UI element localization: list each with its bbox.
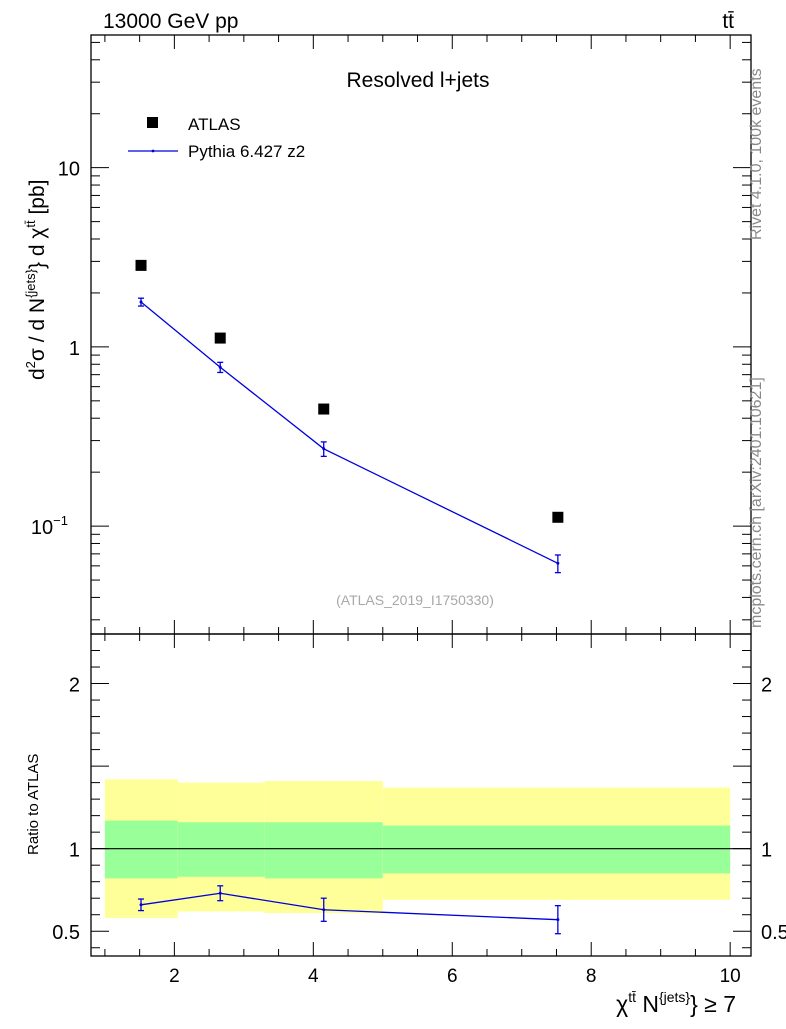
legend-pythia-label: Pythia 6.427 z2: [188, 142, 305, 161]
x-tick-label: 4: [308, 966, 319, 987]
x-tick-label: 2: [169, 966, 180, 987]
pythia-data-point: [556, 561, 560, 565]
pythia-data-point: [139, 300, 143, 304]
x-tick-label: 10: [720, 966, 741, 987]
y-tick-label-main: 1: [69, 338, 80, 360]
pythia-data-point: [218, 365, 222, 369]
atlas-data-point: [135, 259, 147, 271]
y-tick-label-ratio-left: 2: [69, 675, 80, 697]
ratio-inner-band-2: [264, 822, 383, 879]
y-tick-label-ratio-right: 2: [761, 675, 772, 697]
x-tick-label: 6: [447, 966, 458, 987]
legend-atlas-label: ATLAS: [188, 115, 241, 134]
analysis-watermark: (ATLAS_2019_I1750330): [336, 592, 494, 608]
legend-pythia-marker: [151, 149, 155, 153]
process-label: tt̄: [722, 10, 734, 33]
atlas-data-point: [552, 511, 564, 523]
y-tick-label-ratio-left: 1: [69, 840, 80, 862]
y-tick-label-main: 10−1: [31, 513, 68, 539]
ratio-inner-band-0: [104, 820, 178, 879]
ratio-uncertainty-bands: [104, 779, 731, 919]
y-tick-label-main: 10: [58, 159, 80, 181]
ratio-plot-frame: [90, 633, 752, 957]
pythia-line: [140, 301, 559, 564]
legend: ATLAS Pythia 6.427 z2: [128, 115, 305, 161]
plot-title: Resolved l+jets: [347, 69, 490, 92]
ratio-y-axis-title: Ratio to ATLAS: [25, 754, 42, 855]
atlas-data-point: [318, 403, 330, 415]
legend-atlas-marker: [147, 117, 158, 128]
ratio-data-point: [139, 903, 143, 907]
ratio-data-point: [556, 918, 560, 922]
y-tick-label-ratio-left: 0.5: [52, 922, 80, 944]
ratio-data-point: [218, 891, 222, 895]
ratio-inner-band-3: [382, 825, 731, 874]
energy-label: 13000 GeV pp: [103, 10, 238, 33]
mcplots-label: mcplots.cern.ch [arXiv:2401.10621]: [748, 377, 765, 628]
y-tick-label-ratio-right: 0.5: [761, 922, 786, 944]
rivet-label: Rivet 4.1.0, 100k events: [748, 68, 765, 240]
atlas-data-point: [214, 332, 226, 344]
pythia-data-point: [322, 447, 326, 451]
ratio-data-point: [322, 908, 326, 912]
ratio-panel-marks: [91, 848, 751, 935]
main-y-axis-title: d2σ / d N{jets}} d χtt̄ [pb]: [23, 180, 49, 381]
ratio-inner-band-1: [177, 822, 265, 877]
x-axis-title: χtt̄ N{jets}} ≥ 7: [616, 989, 736, 1017]
y-tick-label-ratio-right: 1: [761, 840, 772, 862]
x-tick-label: 8: [586, 966, 597, 987]
ratio-pythia-line: [140, 892, 558, 921]
main-panel-marks: [135, 259, 564, 574]
axis-ticks: 2 4 6 8 10 10−1 1 10 0.5 0.5 1 1 2 2: [31, 35, 786, 987]
